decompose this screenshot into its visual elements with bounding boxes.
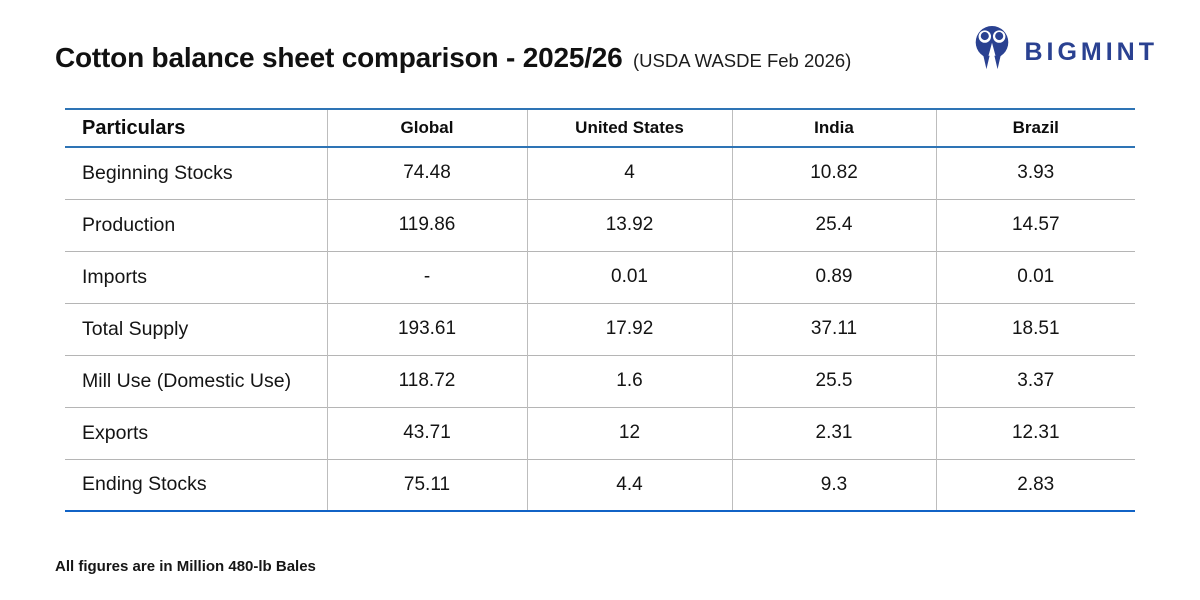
cell-value: 2.83	[1017, 473, 1055, 495]
column-header-india: India	[732, 109, 937, 147]
table-row: Mill Use (Domestic Use) 118.72 1.6 25.5 3.37	[65, 355, 1135, 407]
cell-value: 3.93	[1017, 162, 1055, 184]
table-row: Beginning Stocks 74.48 4 10.82 3.93	[65, 147, 1135, 199]
cell-value: 0.01	[1017, 266, 1055, 287]
cell-value: 118.72	[327, 355, 528, 407]
row-label: Exports	[65, 407, 328, 459]
cell-value: 9.3	[732, 459, 937, 511]
cell-value: 18.51	[1011, 318, 1060, 339]
column-header-united-states: United States	[527, 109, 733, 147]
table-header: Particulars Global United States India B…	[65, 109, 1135, 147]
cell-value: 3.37	[1017, 370, 1055, 391]
column-header-brazil: Brazil	[1012, 118, 1059, 137]
bigmint-logo-icon	[969, 24, 1015, 74]
row-label: Ending Stocks	[65, 459, 328, 511]
table-row: Imports -0.01 0.89 0.01	[65, 251, 1135, 303]
balance-sheet-table-wrap: Particulars Global United States India B…	[65, 108, 1135, 512]
cell-value: 12	[527, 407, 733, 459]
unit-note: All figures are in Million 480-lb Bales	[55, 558, 316, 575]
cell-value: 193.61	[327, 303, 528, 355]
cell-value: 10.82	[732, 147, 937, 199]
cell-value: 25.4	[732, 199, 937, 251]
cell-value: 0.01	[527, 251, 733, 303]
cell-value: 17.92	[527, 303, 733, 355]
cell-value: 74.48	[327, 147, 528, 199]
cell-value: 25.5	[732, 355, 937, 407]
cell-value: 75.11	[327, 459, 528, 511]
cell-value: 4	[527, 147, 733, 199]
row-label: Mill Use (Domestic Use)	[65, 355, 328, 407]
row-label: Beginning Stocks	[65, 147, 328, 199]
cell-value: 37.11	[732, 303, 937, 355]
header-row: Particulars Global United States India B…	[65, 109, 1135, 147]
table-row: Exports 43.71 12 2.31 12.31	[65, 407, 1135, 459]
table-row: Production 119.86 13.92 25.4 14.57	[65, 199, 1135, 251]
cell-value: 1.6	[527, 355, 733, 407]
column-header-global: Global	[327, 109, 528, 147]
table-row: Total Supply 193.61 17.92 37.11 18.51	[65, 303, 1135, 355]
cell-value: 0.89	[732, 251, 937, 303]
cell-value: 119.86	[327, 199, 528, 251]
page-header: Cotton balance sheet comparison - 2025/2…	[55, 24, 1158, 74]
cell-value: 14.57	[1011, 214, 1060, 235]
cell-value: 2.31	[732, 407, 937, 459]
cell-value: 4.4	[527, 459, 733, 511]
cell-value: 12.31	[1011, 422, 1060, 443]
title-block: Cotton balance sheet comparison - 2025/2…	[55, 42, 851, 74]
cell-value: 43.71	[327, 407, 528, 459]
page-title: Cotton balance sheet comparison - 2025/2…	[55, 42, 623, 73]
table-row: Ending Stocks 75.11 4.4 9.3 2.83	[65, 459, 1135, 511]
row-label: Production	[65, 199, 328, 251]
row-label: Imports	[65, 251, 328, 303]
row-label: Total Supply	[65, 303, 328, 355]
brand-name: BIGMINT	[1024, 37, 1158, 66]
table-body: Beginning Stocks 74.48 4 10.82 3.93 Productio…	[65, 147, 1135, 511]
cell-value: -	[327, 251, 528, 303]
brand-logo: BIGMINT	[969, 24, 1158, 74]
cell-value: 13.92	[527, 199, 733, 251]
balance-sheet-table: Particulars Global United States India B…	[65, 108, 1135, 512]
column-header-particulars: Particulars	[65, 109, 328, 147]
page-subtitle: (USDA WASDE Feb 2026)	[633, 50, 852, 71]
